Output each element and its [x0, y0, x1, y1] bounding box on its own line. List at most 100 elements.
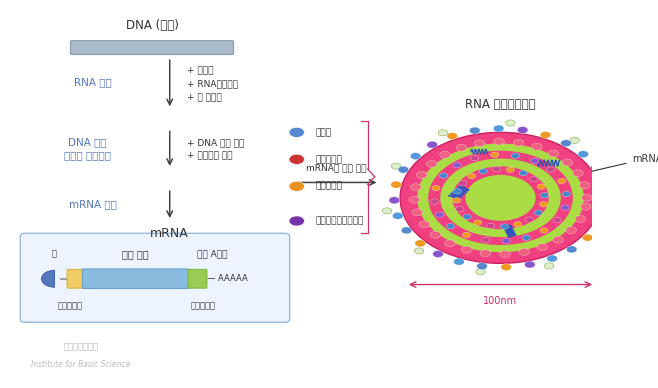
- Circle shape: [289, 154, 305, 165]
- Text: + DNA 분해 효소
+ 탈인산화 효소: + DNA 분해 효소 + 탈인산화 효소: [188, 139, 245, 161]
- Circle shape: [517, 126, 528, 133]
- Circle shape: [553, 236, 563, 243]
- Circle shape: [474, 140, 485, 147]
- Circle shape: [417, 171, 427, 178]
- Circle shape: [548, 150, 559, 157]
- FancyBboxPatch shape: [67, 269, 84, 288]
- Circle shape: [540, 132, 551, 139]
- Circle shape: [532, 144, 542, 150]
- Circle shape: [391, 181, 401, 188]
- Circle shape: [601, 194, 612, 201]
- Circle shape: [486, 223, 495, 229]
- Circle shape: [453, 163, 461, 168]
- Text: 폴리 A꼬리: 폴리 A꼬리: [197, 250, 228, 259]
- Circle shape: [432, 185, 440, 191]
- Circle shape: [289, 127, 305, 137]
- Circle shape: [591, 164, 601, 171]
- Circle shape: [530, 158, 539, 163]
- Circle shape: [599, 179, 609, 186]
- Circle shape: [579, 182, 590, 189]
- Circle shape: [389, 197, 399, 204]
- Circle shape: [561, 140, 571, 147]
- Circle shape: [513, 139, 524, 146]
- Circle shape: [519, 248, 530, 255]
- Circle shape: [534, 210, 542, 215]
- Circle shape: [578, 151, 588, 158]
- Circle shape: [398, 166, 409, 173]
- Circle shape: [480, 250, 491, 257]
- Circle shape: [519, 170, 528, 176]
- Circle shape: [594, 220, 605, 227]
- Circle shape: [415, 248, 424, 254]
- FancyBboxPatch shape: [188, 269, 207, 288]
- FancyBboxPatch shape: [82, 269, 190, 289]
- Circle shape: [582, 234, 593, 241]
- Text: mRNA 정제: mRNA 정제: [69, 199, 117, 210]
- Circle shape: [452, 166, 549, 229]
- Circle shape: [546, 167, 555, 172]
- Circle shape: [401, 227, 412, 234]
- Circle shape: [467, 173, 476, 179]
- Circle shape: [438, 130, 447, 136]
- Circle shape: [572, 170, 584, 177]
- Circle shape: [493, 166, 501, 172]
- Circle shape: [582, 194, 592, 201]
- Circle shape: [419, 221, 430, 228]
- Text: 비번역서열: 비번역서열: [57, 301, 82, 310]
- Circle shape: [479, 169, 488, 174]
- Circle shape: [506, 167, 515, 173]
- Circle shape: [440, 151, 450, 158]
- Circle shape: [430, 199, 439, 204]
- Text: DNA (주형): DNA (주형): [126, 19, 178, 32]
- Circle shape: [427, 141, 438, 148]
- Circle shape: [580, 203, 591, 210]
- Circle shape: [544, 263, 554, 269]
- Circle shape: [494, 138, 504, 145]
- Circle shape: [476, 269, 485, 275]
- Circle shape: [600, 205, 611, 212]
- Circle shape: [436, 212, 443, 217]
- Circle shape: [477, 263, 488, 270]
- Circle shape: [289, 181, 305, 191]
- Circle shape: [289, 216, 305, 226]
- Text: 비번역서열: 비번역서열: [191, 301, 216, 310]
- Circle shape: [537, 184, 545, 189]
- Circle shape: [522, 235, 530, 240]
- Text: 100nm: 100nm: [484, 296, 518, 306]
- Circle shape: [426, 161, 437, 168]
- Circle shape: [456, 144, 467, 151]
- Circle shape: [553, 217, 561, 223]
- Circle shape: [530, 176, 538, 182]
- Circle shape: [456, 206, 464, 212]
- Circle shape: [453, 189, 462, 194]
- Circle shape: [494, 125, 504, 132]
- Circle shape: [514, 222, 522, 227]
- Circle shape: [440, 173, 448, 178]
- Circle shape: [470, 155, 479, 161]
- Circle shape: [566, 227, 576, 234]
- Circle shape: [540, 193, 549, 198]
- Circle shape: [411, 184, 421, 191]
- Circle shape: [570, 137, 579, 144]
- Circle shape: [474, 220, 482, 225]
- Circle shape: [382, 208, 392, 214]
- Circle shape: [501, 263, 511, 270]
- Circle shape: [452, 197, 461, 203]
- Circle shape: [491, 152, 499, 158]
- Text: 인지질: 인지질: [316, 128, 332, 137]
- Circle shape: [440, 159, 561, 237]
- Text: 폴리에틸렌글라이콜: 폴리에틸렌글라이콜: [316, 217, 364, 225]
- Circle shape: [537, 244, 547, 251]
- Circle shape: [557, 178, 566, 184]
- Circle shape: [463, 214, 471, 220]
- Circle shape: [465, 175, 536, 221]
- Circle shape: [447, 133, 457, 140]
- Circle shape: [562, 159, 573, 166]
- Circle shape: [482, 237, 490, 242]
- Text: 코딩 서열: 코딩 서열: [122, 249, 149, 259]
- Circle shape: [409, 196, 420, 203]
- Circle shape: [563, 191, 570, 197]
- Circle shape: [412, 209, 422, 216]
- Circle shape: [415, 240, 426, 247]
- Circle shape: [461, 246, 472, 253]
